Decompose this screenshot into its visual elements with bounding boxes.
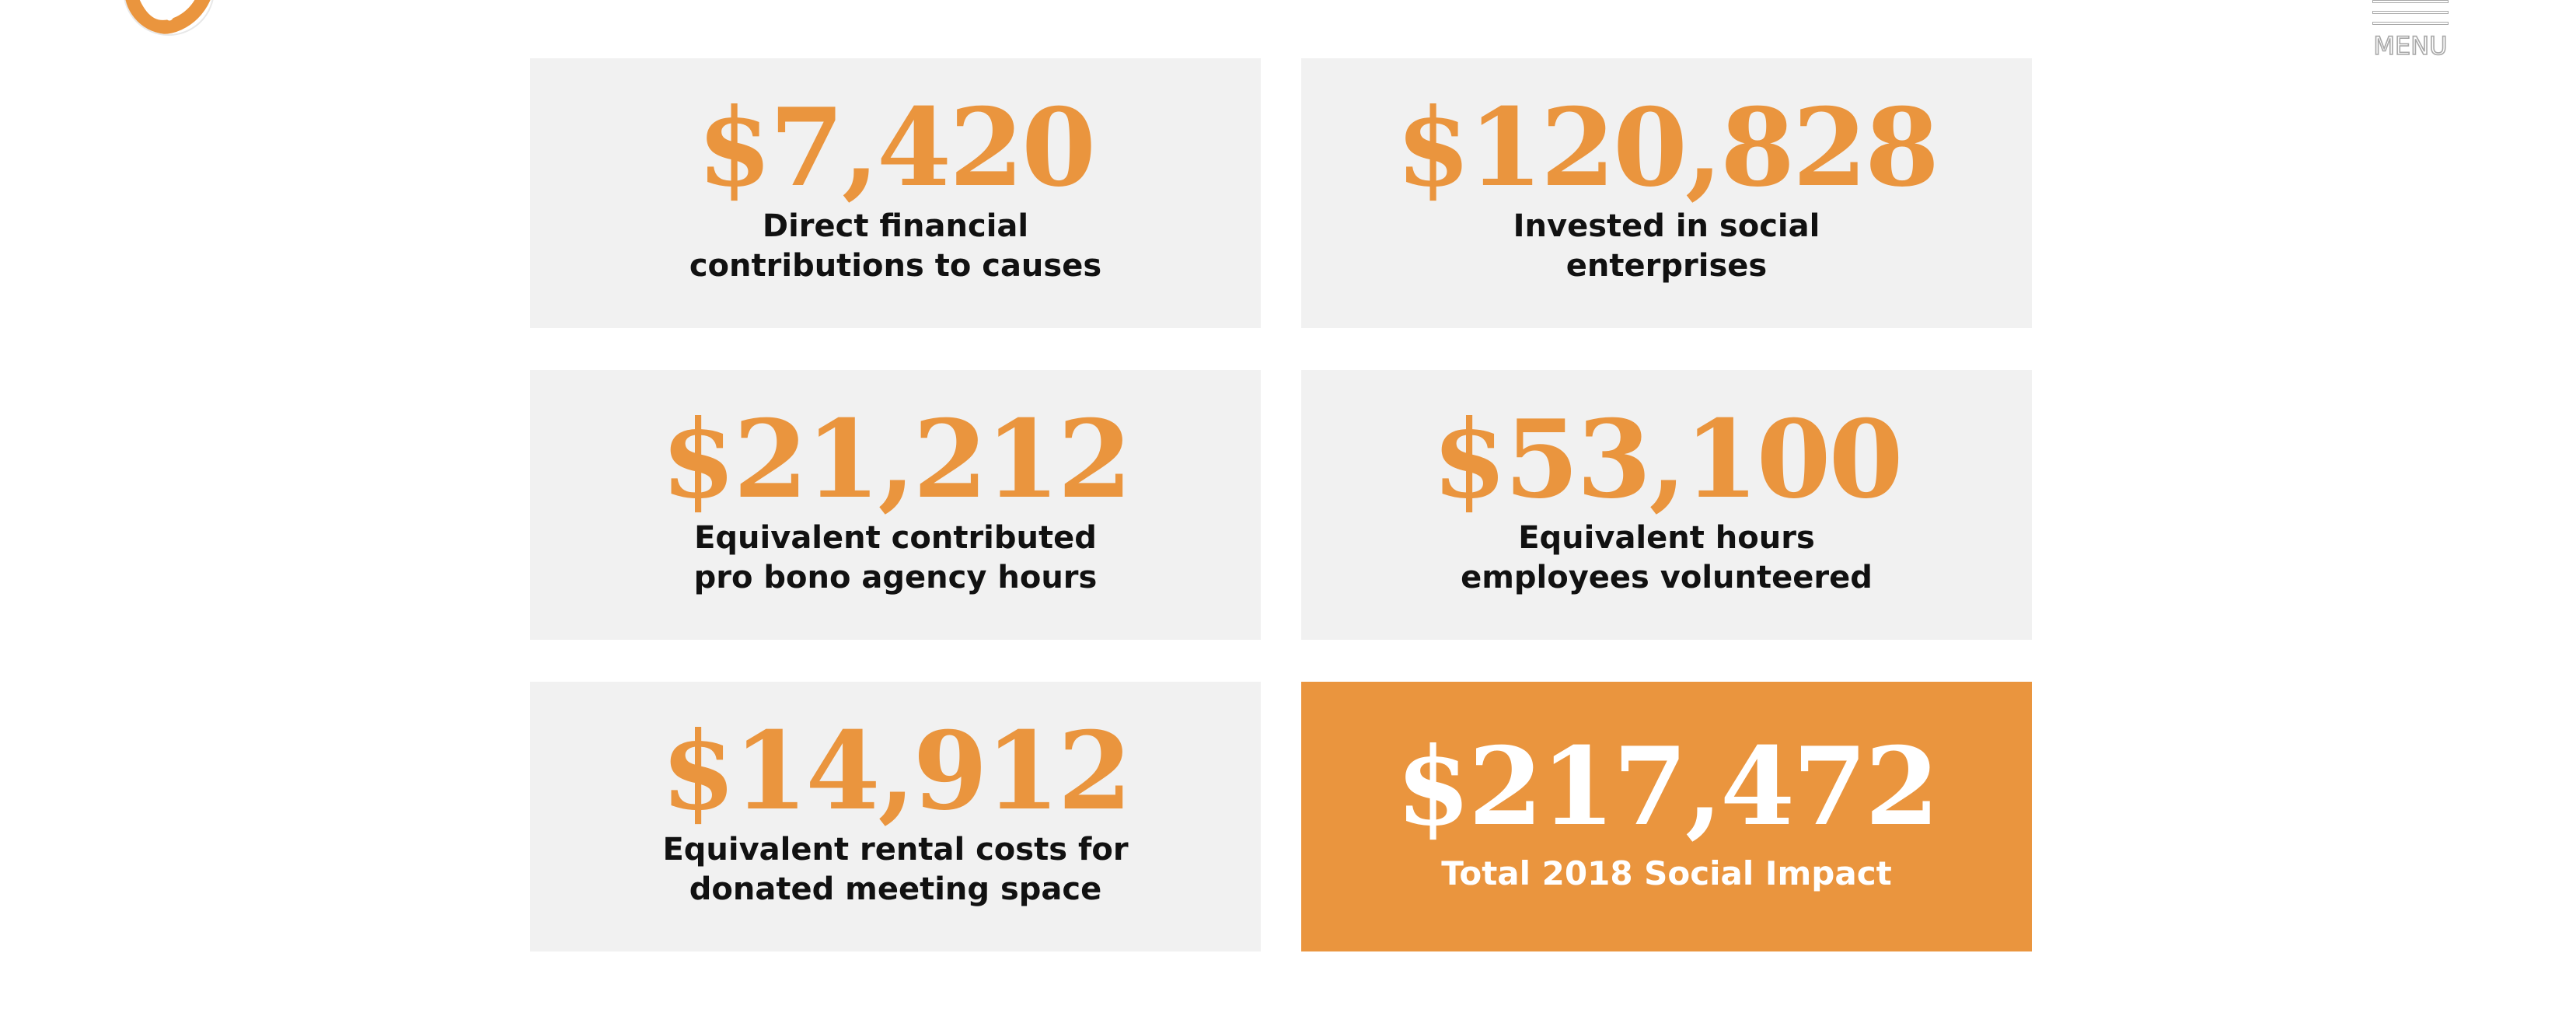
stat-description-line: Invested in social — [1513, 208, 1820, 244]
stat-card-social-enterprises: $120,828 Invested in social enterprises — [1301, 58, 2032, 328]
stat-amount: $53,100 — [1432, 395, 1903, 522]
stat-description: Equivalent rental costs for donated meet… — [647, 830, 1144, 910]
stat-description-line: Equivalent contributed — [694, 519, 1097, 556]
stat-description: Equivalent hours employees volunteered — [1418, 518, 1915, 598]
stat-description-line: employees volunteered — [1461, 559, 1873, 595]
stat-amount: $120,828 — [1395, 83, 1939, 211]
impact-stats-grid: $7,420 Direct financial contributions to… — [530, 58, 2032, 951]
orange-check-logo-icon — [125, 0, 211, 34]
stat-description-line: donated meeting space — [689, 871, 1102, 907]
stat-description-line: enterprises — [1565, 247, 1768, 284]
stat-amount: $7,420 — [696, 83, 1096, 211]
stat-card-total-impact: $217,472 Total 2018 Social Impact — [1301, 682, 2032, 951]
hamburger-menu-icon — [2372, 0, 2449, 28]
stat-card-direct-contributions: $7,420 Direct financial contributions to… — [530, 58, 1261, 328]
stat-card-pro-bono-hours: $21,212 Equivalent contributed pro bono … — [530, 370, 1261, 640]
home-logo-link[interactable] — [123, 0, 215, 36]
stat-description-line: Equivalent rental costs for — [662, 831, 1129, 868]
stat-description-line: Equivalent hours — [1518, 519, 1815, 556]
menu-label: MENU — [2373, 31, 2449, 61]
stat-amount: $21,212 — [661, 395, 1132, 522]
stat-description: Invested in social enterprises — [1418, 207, 1915, 286]
stat-description-line: contributions to causes — [689, 247, 1102, 284]
stat-description-line: pro bono agency hours — [693, 559, 1098, 595]
stat-amount: $14,912 — [661, 707, 1132, 834]
stat-card-meeting-space: $14,912 Equivalent rental costs for dona… — [530, 682, 1261, 951]
total-amount: $217,472 — [1395, 723, 1939, 850]
stat-description: Direct financial contributions to causes — [647, 207, 1144, 286]
stat-description: Equivalent contributed pro bono agency h… — [647, 518, 1144, 598]
stat-card-volunteer-hours: $53,100 Equivalent hours employees volun… — [1301, 370, 2032, 640]
menu-button[interactable]: MENU — [2372, 0, 2449, 61]
total-label: Total 2018 Social Impact — [1441, 854, 1892, 892]
stat-description-line: Direct financial — [762, 208, 1029, 244]
